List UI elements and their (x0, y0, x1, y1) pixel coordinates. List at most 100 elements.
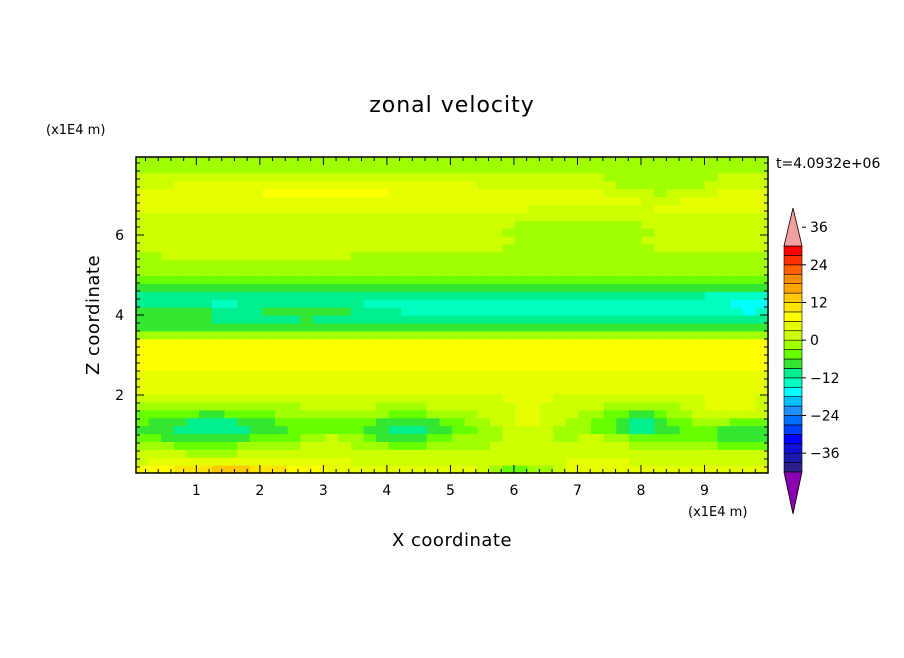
heatmap-cell (565, 283, 579, 292)
heatmap-cell (717, 394, 731, 403)
heatmap-cell (553, 394, 567, 403)
heatmap-cell (173, 322, 188, 332)
heatmap-cell (628, 449, 643, 458)
heatmap-cell (515, 330, 529, 340)
heatmap-cell (161, 322, 175, 332)
heatmap-cell (502, 220, 516, 229)
heatmap-cell (350, 354, 365, 363)
heatmap-cell (654, 465, 668, 474)
colorbar-box (783, 273, 803, 284)
heatmap-cell (553, 164, 567, 174)
heatmap-cell (565, 441, 579, 450)
heatmap-cell (161, 417, 175, 427)
heatmap-cell (161, 449, 175, 458)
heatmap-cell (350, 275, 365, 284)
heatmap-cell (287, 283, 301, 292)
heatmap-cell (704, 417, 719, 427)
heatmap-cell (199, 315, 213, 324)
heatmap-cell (515, 394, 529, 403)
heatmap-cell (540, 409, 554, 419)
heatmap-cell (565, 338, 579, 348)
heatmap-cell (376, 259, 390, 269)
heatmap-cell (679, 236, 693, 245)
heatmap-cell (325, 449, 339, 458)
heatmap-cell (312, 354, 327, 363)
heatmap-cell (704, 220, 719, 229)
heatmap-cell (616, 449, 630, 458)
heatmap-cell (186, 370, 200, 379)
heatmap-cell (452, 386, 466, 395)
heatmap-cell (376, 251, 390, 261)
heatmap-cell (515, 228, 529, 237)
heatmap-cell (578, 441, 592, 450)
heatmap-cell (338, 441, 352, 450)
heatmap-cell (628, 275, 643, 284)
heatmap-cell (591, 354, 605, 363)
heatmap-cell (363, 330, 377, 340)
heatmap-cell (350, 212, 365, 221)
heatmap-cell (312, 188, 327, 198)
heatmap-cell (502, 283, 516, 292)
heatmap-cell (148, 196, 162, 205)
heatmap-cell (717, 322, 731, 332)
heatmap-cell (755, 409, 769, 419)
heatmap-cell (148, 291, 162, 300)
heatmap-cell (426, 188, 440, 198)
heatmap-cell (136, 362, 150, 371)
heatmap-cell (439, 417, 453, 427)
heatmap-cell (186, 212, 200, 221)
heatmap-cell (464, 401, 478, 411)
heatmap-cell (262, 465, 276, 474)
heatmap-cell (515, 157, 529, 166)
heatmap-cell (452, 370, 466, 379)
heatmap-cell (641, 315, 655, 324)
heatmap-cell (237, 338, 251, 348)
heatmap-cell (666, 378, 681, 387)
heatmap-cell (452, 441, 466, 450)
heatmap-cell (527, 275, 542, 284)
heatmap-cell (249, 259, 263, 269)
heatmap-cell (325, 425, 339, 435)
heatmap-cell (325, 212, 339, 221)
heatmap-cell (578, 275, 592, 284)
heatmap-cell (578, 417, 592, 427)
heatmap-cell (312, 322, 327, 332)
heatmap-cell (692, 275, 706, 284)
heatmap-cell (527, 330, 542, 340)
heatmap-cell (312, 220, 327, 229)
heatmap-cell (401, 362, 415, 371)
heatmap-cell (376, 283, 390, 292)
heatmap-cell (262, 196, 276, 205)
heatmap-cell (565, 409, 579, 419)
heatmap-cell (730, 157, 744, 166)
heatmap-cell (262, 401, 276, 411)
heatmap-cell (502, 386, 516, 395)
heatmap-cell (249, 157, 263, 166)
heatmap-cell (401, 457, 415, 466)
colorbar-tick-label: 12 (810, 296, 828, 312)
heatmap-cell (199, 457, 213, 466)
heatmap-cell (489, 164, 504, 174)
heatmap-cell (641, 283, 655, 292)
heatmap-cell (161, 370, 175, 379)
heatmap-cell (679, 346, 693, 356)
heatmap-cell (439, 433, 453, 442)
heatmap-cell (628, 267, 643, 277)
heatmap-cell (515, 251, 529, 261)
heatmap-cell (527, 307, 542, 316)
heatmap-cell (578, 267, 592, 277)
heatmap-cell (388, 449, 403, 458)
heatmap-cell (211, 457, 226, 466)
heatmap-cell (540, 220, 554, 229)
heatmap-cell (173, 196, 188, 205)
heatmap-cell (679, 283, 693, 292)
heatmap-cell (237, 243, 251, 253)
heatmap-cell (704, 212, 719, 221)
heatmap-cell (136, 370, 150, 379)
heatmap-cell (553, 180, 567, 190)
heatmap-cell (464, 322, 478, 332)
heatmap-cell (527, 465, 542, 474)
heatmap-cell (287, 433, 301, 442)
heatmap-cell (464, 370, 478, 379)
heatmap-cell (211, 322, 226, 332)
